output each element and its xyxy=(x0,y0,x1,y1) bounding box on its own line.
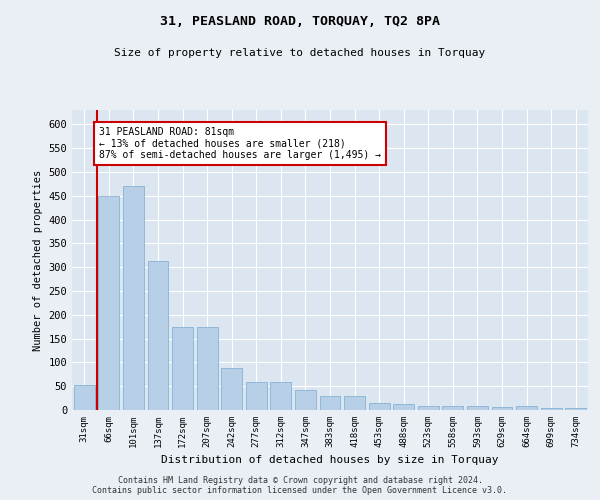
Bar xyxy=(541,408,562,410)
Bar xyxy=(393,404,414,410)
Bar xyxy=(271,382,292,410)
Bar xyxy=(197,326,218,410)
Bar xyxy=(467,406,488,410)
Bar xyxy=(98,196,119,410)
Text: Size of property relative to detached houses in Torquay: Size of property relative to detached ho… xyxy=(115,48,485,58)
Bar xyxy=(565,408,586,410)
Bar xyxy=(123,186,144,410)
Bar xyxy=(418,406,439,410)
Bar xyxy=(246,382,267,410)
Bar xyxy=(221,368,242,410)
Text: Contains HM Land Registry data © Crown copyright and database right 2024.: Contains HM Land Registry data © Crown c… xyxy=(118,476,482,485)
X-axis label: Distribution of detached houses by size in Torquay: Distribution of detached houses by size … xyxy=(161,456,499,466)
Bar xyxy=(442,406,463,410)
Bar xyxy=(320,396,340,410)
Bar xyxy=(344,396,365,410)
Bar xyxy=(148,262,169,410)
Bar xyxy=(368,403,389,410)
Bar xyxy=(172,326,193,410)
Bar xyxy=(491,406,512,410)
Bar xyxy=(74,385,95,410)
Text: 31, PEASLAND ROAD, TORQUAY, TQ2 8PA: 31, PEASLAND ROAD, TORQUAY, TQ2 8PA xyxy=(160,15,440,28)
Text: 31 PEASLAND ROAD: 81sqm
← 13% of detached houses are smaller (218)
87% of semi-d: 31 PEASLAND ROAD: 81sqm ← 13% of detache… xyxy=(99,126,381,160)
Text: Contains public sector information licensed under the Open Government Licence v3: Contains public sector information licen… xyxy=(92,486,508,495)
Bar xyxy=(295,390,316,410)
Bar xyxy=(516,406,537,410)
Y-axis label: Number of detached properties: Number of detached properties xyxy=(33,170,43,350)
